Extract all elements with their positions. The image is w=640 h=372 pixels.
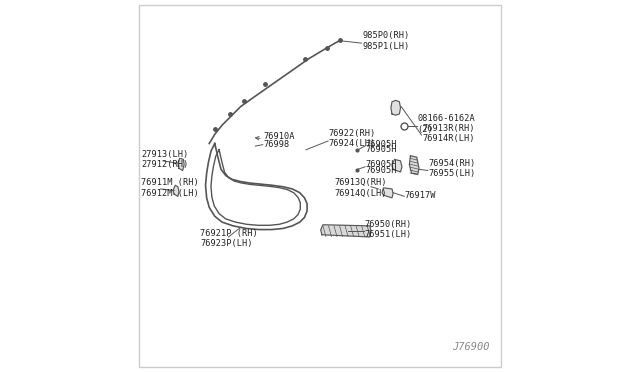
Text: 76905H: 76905H — [366, 145, 397, 154]
Text: 76910A: 76910A — [264, 132, 295, 141]
Text: 76921P (RH)
76923P(LH): 76921P (RH) 76923P(LH) — [200, 229, 258, 248]
Text: 76911M (RH)
76912M (LH): 76911M (RH) 76912M (LH) — [141, 178, 198, 198]
Text: 76998: 76998 — [264, 140, 290, 149]
Text: 27913(LH)
27912(RH): 27913(LH) 27912(RH) — [141, 150, 188, 169]
Text: 76905H: 76905H — [366, 166, 397, 174]
Text: 76905H: 76905H — [366, 140, 397, 149]
Text: 08166-6162A
(2): 08166-6162A (2) — [417, 114, 476, 134]
Text: 76905H: 76905H — [366, 160, 397, 169]
Polygon shape — [173, 185, 179, 196]
Text: 76913Q(RH)
76914Q(LH): 76913Q(RH) 76914Q(LH) — [335, 178, 387, 198]
Polygon shape — [391, 100, 401, 115]
Text: B: B — [401, 124, 405, 129]
Text: 985P0(RH)
985P1(LH): 985P0(RH) 985P1(LH) — [362, 31, 410, 51]
Text: 76950(RH)
76951(LH): 76950(RH) 76951(LH) — [364, 220, 412, 239]
Polygon shape — [382, 188, 393, 198]
Polygon shape — [410, 156, 419, 174]
Polygon shape — [392, 160, 402, 172]
Text: 76913R(RH)
76914R(LH): 76913R(RH) 76914R(LH) — [422, 124, 475, 143]
Polygon shape — [321, 225, 371, 237]
Text: 76954(RH)
76955(LH): 76954(RH) 76955(LH) — [429, 158, 476, 178]
Polygon shape — [178, 158, 184, 170]
Text: 76922(RH)
76924(LH): 76922(RH) 76924(LH) — [329, 129, 376, 148]
Text: 76917W: 76917W — [405, 191, 436, 200]
Text: J76900: J76900 — [452, 342, 490, 352]
